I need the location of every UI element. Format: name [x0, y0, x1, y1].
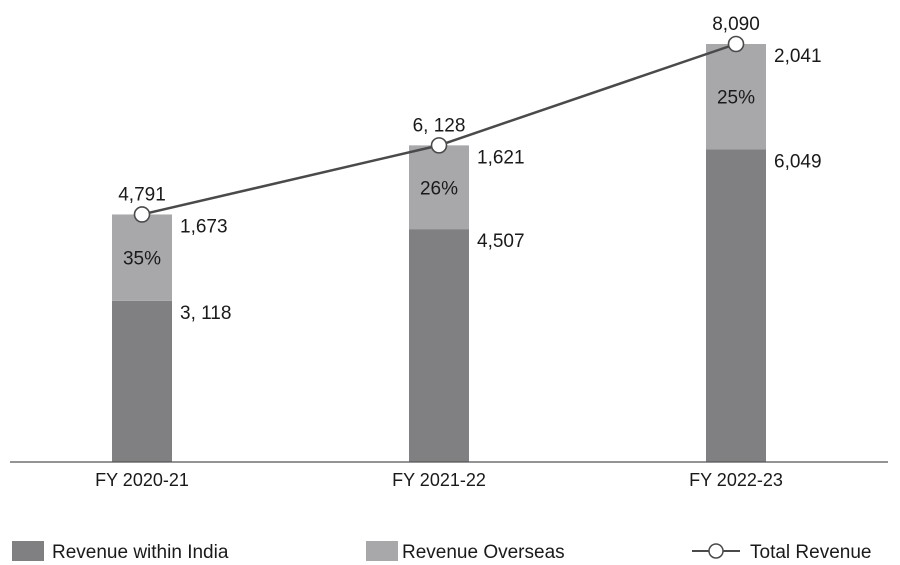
overseas-share-label-0: 35% [123, 249, 161, 270]
bar-overseas-0 [112, 214, 172, 301]
india-value-label-2: 6,049 [774, 151, 822, 172]
bar-india-0 [112, 300, 172, 462]
total-value-label-2: 8,090 [712, 14, 760, 35]
bar-india-1 [409, 229, 469, 462]
bar-overseas-1 [409, 145, 469, 230]
legend-swatch-overseas [366, 541, 398, 561]
overseas-share-label-2: 25% [717, 88, 755, 109]
legend: Revenue within India Revenue Overseas To… [12, 541, 871, 563]
legend-label-india: Revenue within India [52, 542, 229, 563]
x-tick-label-1: FY 2021-22 [392, 470, 486, 490]
x-tick-label-2: FY 2022-23 [689, 470, 783, 490]
total-marker-1 [430, 137, 448, 154]
legend-label-overseas: Revenue Overseas [402, 542, 565, 563]
overseas-value-label-1: 1,621 [477, 147, 525, 168]
legend-marker-total [708, 543, 724, 559]
legend-swatch-india [12, 541, 44, 561]
x-tick-label-0: FY 2020-21 [95, 470, 189, 490]
overseas-value-label-2: 2,041 [774, 46, 822, 67]
legend-label-total: Total Revenue [750, 542, 871, 563]
total-marker-2 [727, 35, 745, 53]
overseas-value-label-0: 1,673 [180, 216, 228, 237]
india-value-label-1: 4,507 [477, 231, 525, 252]
total-marker-0 [133, 206, 151, 223]
bar-overseas-2 [706, 44, 766, 150]
labels-layer: FY 2020-21 3, 118 1,673 35% FY 2021-22 4,507 1… [95, 14, 821, 490]
total-line-layer [133, 35, 745, 223]
total-value-label-0: 4,791 [118, 184, 166, 205]
bar-india-2 [706, 149, 766, 462]
bars-layer [112, 44, 766, 462]
total-value-label-1: 6, 128 [413, 115, 466, 136]
overseas-share-label-1: 26% [420, 178, 458, 199]
india-value-label-0: 3, 118 [180, 303, 231, 324]
